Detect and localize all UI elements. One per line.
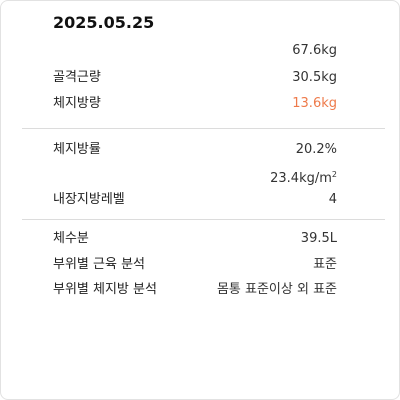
weight-row: 67.6kg xyxy=(53,41,337,61)
muscle-label: 골격근량 xyxy=(53,70,101,85)
bmi-value: 23.4kg/m2 xyxy=(270,165,337,189)
body-water-label: 체수분 xyxy=(53,231,89,246)
section-divider xyxy=(22,128,385,129)
bmi-value-exponent: 2 xyxy=(331,170,337,179)
fat-mass-value: 13.6kg xyxy=(292,96,337,111)
fat-percent-value: 20.2% xyxy=(295,142,337,157)
segment-muscle-row: 부위별 근육 분석 표준 xyxy=(53,255,337,275)
body-water-value: 39.5L xyxy=(300,231,337,246)
section-divider xyxy=(22,219,385,220)
weight-value: 67.6kg xyxy=(292,43,337,58)
segment-fat-value: 몸통 표준이상 외 표준 xyxy=(216,282,337,297)
bmi-row: 23.4kg/m2 xyxy=(53,165,337,186)
visceral-fat-value: 4 xyxy=(328,192,337,207)
fat-mass-label: 체지방량 xyxy=(53,96,101,111)
measurement-date: 2025.05.25 xyxy=(53,13,155,32)
segment-muscle-label: 부위별 근육 분석 xyxy=(53,257,145,272)
fat-percent-row: 체지방률 20.2% xyxy=(53,140,337,160)
fat-percent-label: 체지방률 xyxy=(53,142,101,157)
visceral-fat-label: 내장지방레벨 xyxy=(53,192,125,207)
fat-mass-row: 체지방량 13.6kg xyxy=(53,94,337,114)
segment-fat-row: 부위별 체지방 분석 몸통 표준이상 외 표준 xyxy=(53,280,337,300)
bmi-value-main: 23.4kg/m xyxy=(270,171,332,186)
segment-fat-label: 부위별 체지방 분석 xyxy=(53,282,157,297)
visceral-fat-row: 내장지방레벨 4 xyxy=(53,190,337,210)
body-water-row: 체수분 39.5L xyxy=(53,229,337,249)
segment-muscle-value: 표준 xyxy=(313,257,337,272)
muscle-row: 골격근량 30.5kg xyxy=(53,68,337,88)
muscle-value: 30.5kg xyxy=(292,70,337,85)
